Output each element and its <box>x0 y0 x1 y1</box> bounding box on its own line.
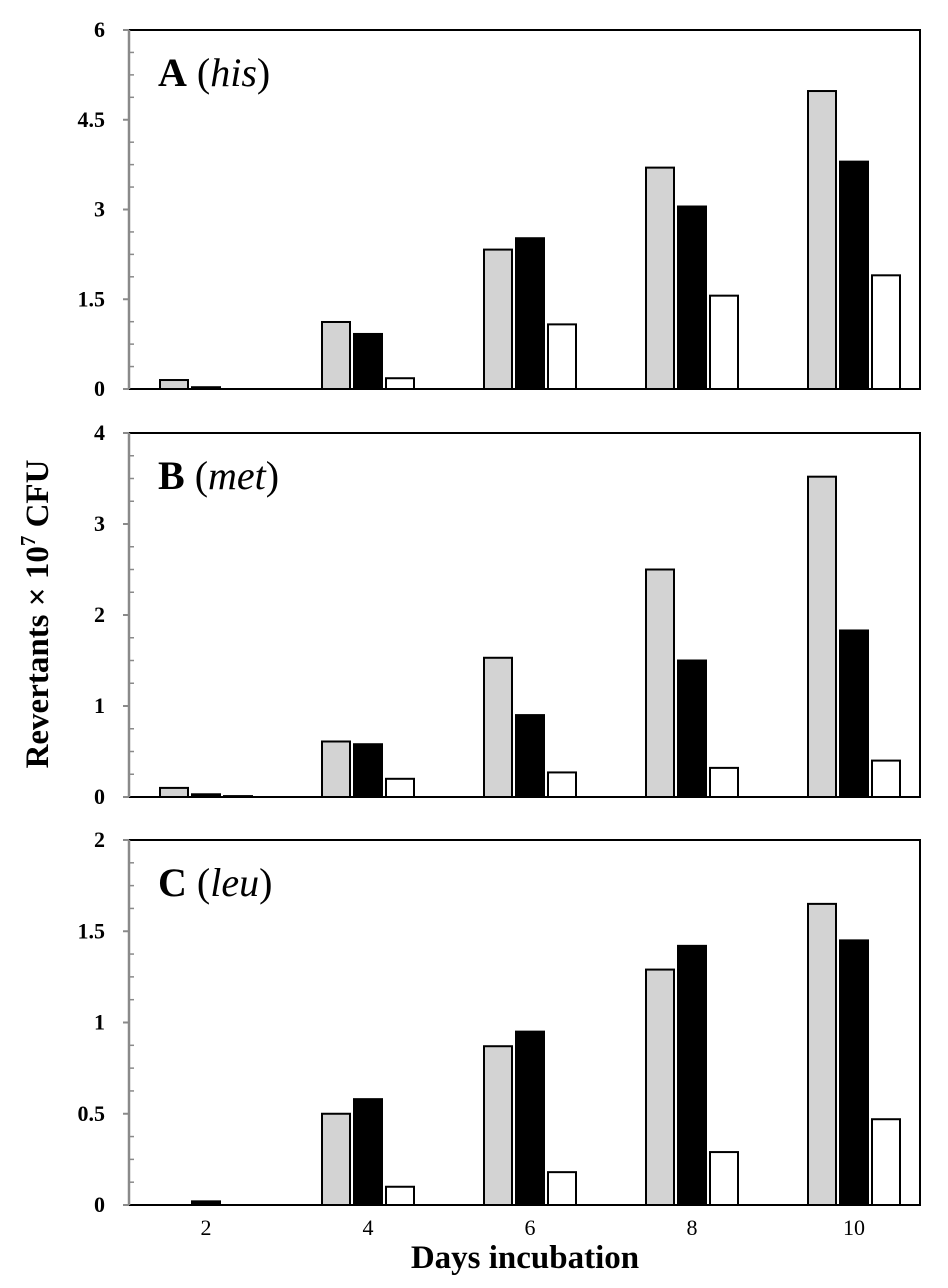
bar-c-s2-day2 <box>191 1200 221 1206</box>
bar-a-s2-day4 <box>353 332 383 391</box>
panel-paren-close: ) <box>257 50 270 95</box>
y-tick-label: 2 <box>94 827 105 852</box>
bar-a-s3-day6 <box>547 323 577 391</box>
y-tick-label: 3 <box>94 197 105 222</box>
panel-gene: met <box>208 453 267 498</box>
y-tick-label: 1 <box>94 693 105 718</box>
y-tick-label: 0 <box>94 376 105 401</box>
panel-title: B (met) <box>158 453 279 498</box>
bar-c-s3-day6 <box>547 1171 577 1207</box>
bar-a-s1-day8 <box>645 166 675 390</box>
bar-a-s1-day6 <box>483 248 513 390</box>
bar-b-s1-day10 <box>807 475 837 798</box>
bar-b-s2-day8 <box>677 659 707 798</box>
bar-b-s1-day6 <box>483 656 513 799</box>
panel-paren-open: ( <box>185 453 208 498</box>
bar-b-s2-day2 <box>191 793 221 799</box>
y-axis-title-main: Revertants × 10 <box>20 546 56 768</box>
bar-b-s2-day10 <box>839 629 869 798</box>
y-tick-label: 6 <box>94 17 105 42</box>
bar-c-s1-day6 <box>483 1045 513 1206</box>
bar-a-s2-day2 <box>191 386 221 390</box>
bar-b-s3-day6 <box>547 771 577 798</box>
bar-c-s1-day10 <box>807 902 837 1206</box>
panel-gene: leu <box>210 860 259 905</box>
y-tick-label: 2 <box>94 602 105 627</box>
panel-paren-open: ( <box>187 50 210 95</box>
panel-letter: A <box>158 50 187 95</box>
y-tick-label: 0.5 <box>78 1101 106 1126</box>
panel-c: 0 0.5 1 1.5 2 2 4 6 8 10 C (leu) <box>78 827 921 1240</box>
x-tick-label: 2 <box>201 1215 212 1240</box>
bar-a-s3-day10 <box>871 274 901 391</box>
y-tick-label: 0 <box>94 1192 105 1217</box>
panel-paren-close: ) <box>259 860 272 905</box>
panel-b: 0 1 2 3 4 B (met) <box>94 420 921 809</box>
bar-c-s1-day8 <box>645 968 675 1207</box>
y-tick-label: 1.5 <box>78 918 106 943</box>
panel-letter: B <box>158 453 185 498</box>
bar-b-s2-day4 <box>353 743 383 798</box>
y-axis-title-suffix: CFU <box>20 459 56 535</box>
bar-c-s3-day4 <box>385 1185 415 1206</box>
y-tick-label: 4.5 <box>78 107 106 132</box>
bar-b-s2-day6 <box>515 714 545 798</box>
bar-a-s3-day4 <box>385 377 415 391</box>
x-tick-label: 8 <box>687 1215 698 1240</box>
panel-gene: his <box>210 50 257 95</box>
bar-a-s1-day4 <box>321 320 351 390</box>
x-axis-title: Days incubation <box>411 1240 639 1276</box>
bar-a-s1-day10 <box>807 90 837 390</box>
bar-a-s2-day10 <box>839 160 869 390</box>
panel-title: C (leu) <box>158 860 272 905</box>
panel-title: A (his) <box>158 50 270 95</box>
bar-c-s1-day4 <box>321 1112 351 1206</box>
bar-b-s3-day4 <box>385 777 415 798</box>
y-axis-title: Revertants × 107 CFU <box>16 459 56 768</box>
x-tick-label: 10 <box>843 1215 865 1240</box>
bar-b-s1-day8 <box>645 568 675 798</box>
bar-b-s1-day4 <box>321 740 351 798</box>
bar-b-s3-day10 <box>871 759 901 798</box>
y-tick-label: 4 <box>94 420 105 445</box>
bar-a-s2-day6 <box>515 237 545 390</box>
bar-c-s3-day8 <box>709 1151 739 1206</box>
bar-c-s2-day6 <box>515 1030 545 1206</box>
bar-a-s2-day8 <box>677 205 707 390</box>
bar-c-s2-day10 <box>839 939 869 1206</box>
panel-paren-close: ) <box>266 453 279 498</box>
y-tick-label: 0 <box>94 784 105 809</box>
x-tick-label: 6 <box>525 1215 536 1240</box>
y-tick-label: 3 <box>94 511 105 536</box>
bar-b-s1-day2 <box>159 786 189 799</box>
bar-b-s3-day2 <box>223 795 253 799</box>
bar-c-s2-day4 <box>353 1098 383 1207</box>
bar-c-s2-day8 <box>677 944 707 1206</box>
panel-a: 0 1.5 3 4.5 6 A (his) <box>78 17 921 401</box>
bar-c-s3-day10 <box>871 1118 901 1206</box>
panel-letter: C <box>158 860 187 905</box>
bar-a-s3-day8 <box>709 294 739 390</box>
y-axis-title-sup: 7 <box>16 536 40 547</box>
bar-b-s3-day8 <box>709 766 739 799</box>
y-tick-label: 1.5 <box>78 286 106 311</box>
bar-a-s1-day2 <box>159 379 189 390</box>
x-tick-label: 4 <box>363 1215 374 1240</box>
y-tick-label: 1 <box>94 1010 105 1035</box>
panel-paren-open: ( <box>187 860 210 905</box>
